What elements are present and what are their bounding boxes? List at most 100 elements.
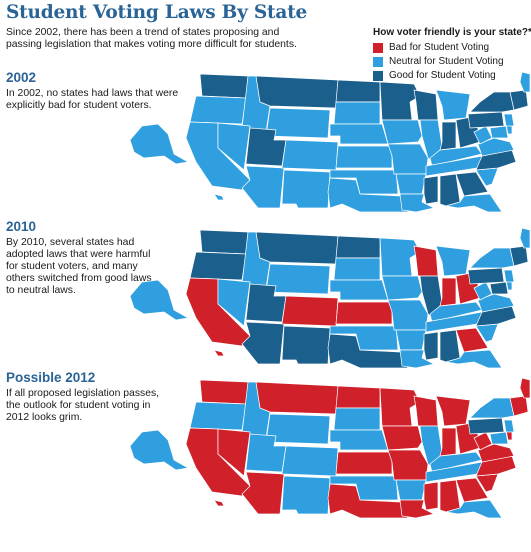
state-nm-2010 [281,325,331,365]
state-fl-2012 [445,499,503,518]
state-va-2002 [477,137,515,157]
state-or-2010 [189,251,247,281]
state-nm-2012 [281,475,331,515]
state-ak-2012 [130,429,190,471]
state-wy-2010 [265,263,331,295]
state-hi-2012 [213,499,225,507]
state-ar-2010 [395,329,427,351]
state-ga-2012 [455,477,489,503]
state-ga-2002 [455,171,489,197]
page-title: Student Voting Laws By State [6,2,308,23]
legend-label-good: Good for Student Voting [389,70,496,81]
state-al-2012 [439,479,461,513]
section-text-2012: If all proposed legislation passes, the … [6,388,160,423]
state-ne-st-2002 [509,89,529,111]
section-heading-2002: 2002 [6,70,37,85]
state-md-2010 [489,281,509,295]
state-ne-2012 [329,429,389,451]
state-fl-2010 [445,349,503,368]
state-nj-2012 [503,419,515,433]
state-ks-2012 [335,451,393,475]
state-al-2002 [439,173,461,207]
state-az-2012 [241,471,285,515]
state-mt-2010 [255,231,339,265]
legend-item-bad: Bad for Student Voting [373,41,531,54]
state-nd-2010 [335,235,381,259]
state-nv-2002 [217,122,251,171]
state-mo-2012 [387,449,429,481]
state-pa-2010 [467,267,505,285]
state-wa-2012 [199,379,249,405]
us-map-2012 [130,377,530,518]
section-heading-2010: 2010 [6,219,37,234]
state-or-2002 [189,95,247,125]
state-co-2012 [281,445,339,477]
state-mt-2012 [255,381,339,415]
legend-label-neutral: Neutral for Student Voting [389,56,504,67]
state-mi-2002 [435,89,471,121]
state-mo-2002 [387,143,429,175]
state-ms-2012 [423,481,439,511]
state-wi-2002 [413,89,439,121]
legend-title: How voter friendly is your state?* [373,27,531,38]
state-wi-2012 [413,395,439,427]
state-mn-2012 [379,387,421,427]
legend-swatch-bad [373,42,383,53]
state-ga-2010 [455,327,489,353]
section-text-2002: In 2002, no states had laws that were ex… [6,88,179,111]
us-map-2010 [130,227,530,368]
state-or-2012 [189,401,247,431]
state-mn-2002 [379,81,421,121]
state-pa-2012 [467,417,505,435]
state-me-2012 [519,377,530,399]
state-mi-2012 [435,395,471,427]
state-tx-2002 [327,177,409,212]
state-nd-2002 [335,79,381,103]
state-nj-2010 [503,269,515,283]
state-nd-2012 [335,385,381,409]
legend-item-neutral: Neutral for Student Voting [373,55,531,68]
state-in-2010 [439,277,457,307]
state-hi-2010 [213,349,225,357]
state-ms-2002 [423,175,439,205]
state-nv-2012 [217,428,251,477]
state-ar-2012 [395,479,427,501]
state-va-2010 [477,293,515,313]
state-ks-2002 [335,145,393,169]
legend-swatch-neutral [373,56,383,67]
state-al-2010 [439,329,461,363]
state-sd-2010 [333,257,381,281]
state-me-2010 [519,227,530,249]
state-wy-2002 [265,107,331,139]
section-2012: Possible 2012 If all proposed legislatio… [6,370,166,424]
state-ak-2002 [130,123,190,165]
state-nv-2010 [217,278,251,327]
state-co-2002 [281,139,339,171]
state-nm-2002 [281,169,331,209]
state-ny-2012 [469,397,515,419]
state-wa-2002 [199,73,249,99]
state-mn-2010 [379,237,421,277]
legend: How voter friendly is your state?* Bad f… [373,27,531,83]
state-hi-2002 [213,193,225,201]
state-az-2010 [241,321,285,365]
state-co-2010 [281,295,339,327]
state-ne-2010 [329,279,389,301]
state-in-2012 [439,427,457,457]
state-nj-2002 [503,113,515,127]
state-ne-2002 [329,123,389,145]
state-ar-2002 [395,173,427,195]
section-heading-2012: Possible 2012 [6,370,96,385]
state-ms-2010 [423,331,439,361]
state-sd-2002 [333,101,381,125]
state-wa-2010 [199,229,249,255]
section-2010: 2010 By 2010, several states had adopted… [6,219,156,297]
legend-swatch-good [373,70,383,81]
state-ny-2010 [469,247,515,269]
state-sd-2012 [333,407,381,431]
state-in-2002 [439,121,457,151]
state-fl-2002 [445,193,503,212]
legend-item-good: Good for Student Voting [373,69,531,82]
state-az-2002 [241,165,285,209]
state-md-2012 [489,431,509,445]
